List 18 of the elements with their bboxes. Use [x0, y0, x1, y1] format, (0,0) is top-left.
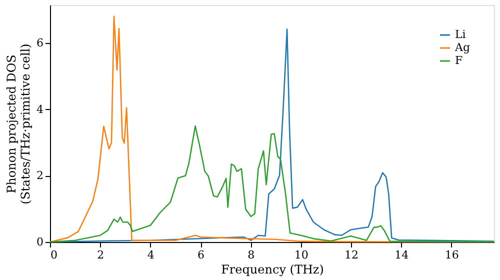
y-tick-label: 2	[36, 169, 44, 182]
x-axis-title: Frequency (THz)	[221, 262, 324, 276]
legend-label: F	[455, 54, 463, 67]
legend-label: Li	[455, 28, 466, 41]
y-tick-label: 0	[36, 236, 44, 248]
x-tick-label: 16	[444, 248, 459, 262]
x-tick-label: 6	[198, 248, 205, 262]
y-tick-label: 6	[36, 36, 44, 50]
x-tick-label: 2	[97, 248, 104, 262]
x-tick-label: 10	[294, 248, 308, 262]
y-axis-title: Phonon projected DOS (States/THz·primitive cell)	[4, 44, 32, 204]
x-tick-label: 12	[344, 248, 359, 262]
x-tick-label: 14	[394, 248, 409, 262]
y-tick-label: 4	[36, 102, 44, 116]
legend-label: Ag	[454, 41, 470, 54]
x-tick-label: 8	[248, 248, 255, 262]
x-tick-label: 0	[50, 248, 58, 262]
x-tick-label: 4	[147, 248, 154, 262]
